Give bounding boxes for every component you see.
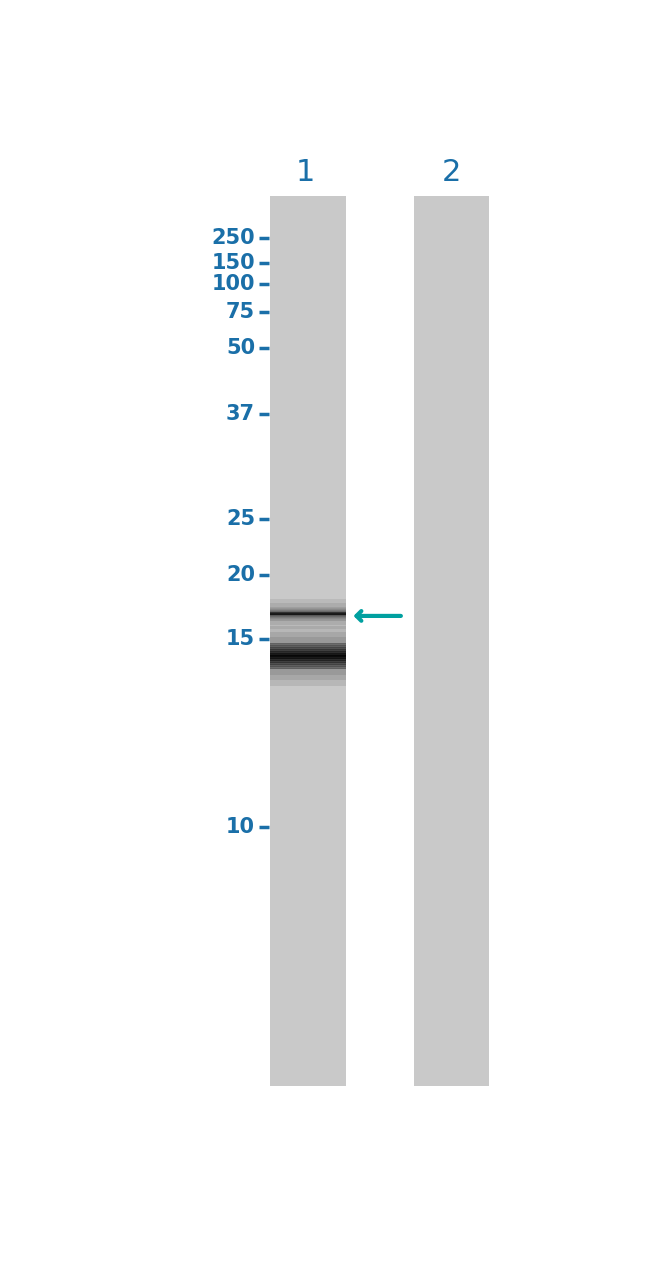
Bar <box>414 197 489 1086</box>
Text: 15: 15 <box>226 630 255 649</box>
Text: 25: 25 <box>226 509 255 530</box>
Bar <box>270 197 346 1086</box>
Bar <box>270 626 346 686</box>
Text: 10: 10 <box>226 817 255 837</box>
Bar <box>270 599 346 629</box>
Text: 250: 250 <box>211 229 255 249</box>
Text: 75: 75 <box>226 302 255 321</box>
Text: 37: 37 <box>226 404 255 424</box>
Text: 1: 1 <box>296 157 315 187</box>
Text: 100: 100 <box>211 274 255 295</box>
Text: 150: 150 <box>211 253 255 273</box>
Text: 2: 2 <box>442 157 462 187</box>
Bar <box>270 631 346 681</box>
Bar <box>270 603 346 625</box>
Text: 50: 50 <box>226 338 255 358</box>
Bar <box>270 638 346 674</box>
Text: 20: 20 <box>226 565 255 585</box>
